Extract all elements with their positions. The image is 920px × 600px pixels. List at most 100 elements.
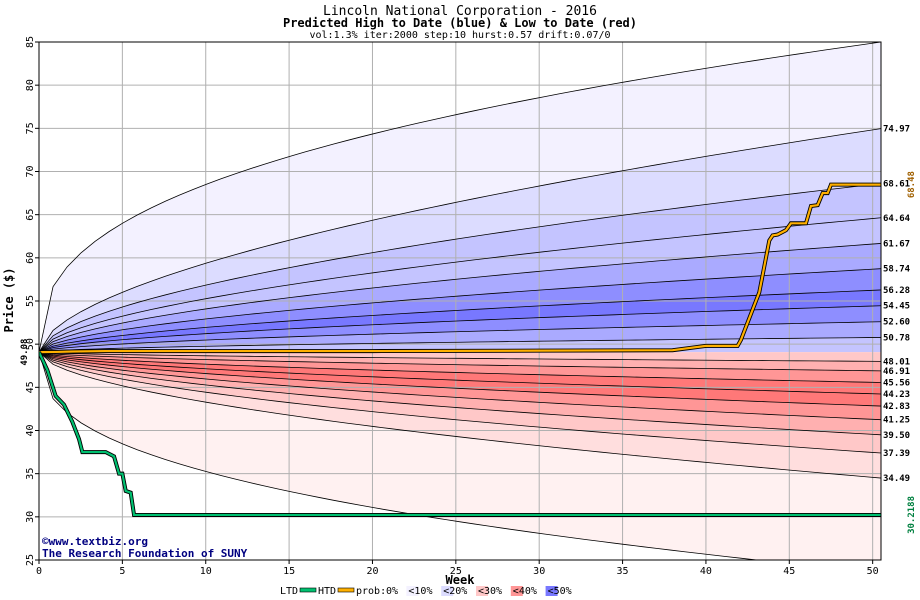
low-band	[39, 352, 881, 479]
x-tick-label: 45	[783, 566, 795, 577]
ltd-value-label: 30.2188	[907, 496, 917, 534]
x-tick-label: 25	[450, 566, 462, 577]
htd-line	[39, 183, 881, 354]
low-band	[39, 352, 881, 362]
low-band	[39, 352, 881, 435]
quantile-line	[39, 351, 881, 383]
high-quantile-label: 52.60	[883, 318, 910, 328]
x-tick-label: 30	[533, 566, 545, 577]
low-quantile-label: 34.49	[883, 474, 910, 484]
ltd-line	[39, 351, 881, 517]
high-band	[39, 243, 881, 353]
high-band	[39, 268, 881, 353]
chart-params: vol:1.3% iter:2000 step:10 hurst:0.57 dr…	[309, 30, 610, 41]
legend-bin-swatch	[441, 586, 454, 596]
low-quantile-label: 45.56	[883, 378, 910, 388]
quantile-line	[39, 321, 881, 353]
legend-bin-label: <10%	[408, 586, 432, 597]
legend-bin-label: <50%	[548, 586, 572, 597]
low-quantile-label: 39.50	[883, 431, 910, 441]
legend-bin-label: <40%	[513, 586, 537, 597]
quantile-line	[39, 305, 881, 353]
y-tick-label: 40	[25, 424, 36, 436]
x-tick-label: 50	[867, 566, 879, 577]
low-quantile-label: 42.83	[883, 402, 910, 412]
y-tick-label: 30	[25, 511, 36, 523]
envelope-line	[39, 351, 761, 560]
quantile-line	[39, 351, 881, 421]
y-tick-label: 70	[25, 165, 36, 177]
y-tick-label: 55	[25, 295, 36, 307]
low-band	[39, 352, 881, 560]
quantile-line	[39, 351, 881, 372]
envelope-line	[39, 42, 881, 353]
quantile-line	[39, 289, 881, 353]
legend-bin-swatch	[510, 586, 523, 596]
legend-ltd-swatch	[299, 587, 317, 593]
x-tick-label: 40	[700, 566, 712, 577]
y-tick-label: 85	[25, 36, 36, 48]
high-band	[39, 289, 881, 353]
x-axis-label: Week	[446, 573, 476, 587]
low-band	[39, 352, 881, 454]
high-band	[39, 305, 881, 353]
low-quantile-label: 41.25	[883, 416, 910, 426]
high-quantile-label: 68.61	[883, 180, 910, 190]
quantile-line	[39, 183, 881, 353]
y-tick-label: 50	[25, 338, 36, 350]
low-band	[39, 352, 881, 394]
low-quantile-label: 37.39	[883, 449, 910, 459]
x-tick-label: 0	[36, 566, 42, 577]
quantile-line	[39, 243, 881, 353]
quantile-line	[39, 351, 881, 407]
legend-bin-label: <20%	[443, 586, 467, 597]
low-band	[39, 352, 881, 420]
high-quantile-label: 56.28	[883, 286, 910, 296]
start-price-label: 49.08	[20, 339, 30, 366]
high-quantile-label: 58.74	[883, 265, 911, 275]
quantile-line	[39, 268, 881, 353]
quantile-line	[39, 128, 881, 353]
chart-subtitle: Predicted High to Date (blue) & Low to D…	[283, 16, 637, 30]
high-quantile-label: 54.45	[883, 302, 910, 312]
legend-htd-label: HTD	[318, 586, 336, 597]
legend-bin-label: <30%	[478, 586, 502, 597]
legend-bin-swatch	[406, 586, 419, 596]
low-band	[39, 352, 881, 383]
high-band	[39, 183, 881, 353]
y-tick-label: 35	[25, 468, 36, 480]
legend: LTD HTD prob: 0% <10% <20% <30% <40% <50%	[280, 586, 572, 597]
credit-org: The Research Foundation of SUNY	[42, 547, 248, 560]
x-tick-label: 20	[366, 566, 378, 577]
y-tick-label: 75	[25, 122, 36, 134]
low-band	[39, 352, 881, 407]
legend-htd-swatch	[337, 587, 355, 593]
legend-bin-label: 0%	[386, 586, 398, 597]
y-tick-label: 25	[25, 554, 36, 566]
x-tick-label: 5	[119, 566, 125, 577]
y-tick-label: 65	[25, 209, 36, 221]
high-quantile-label: 61.67	[883, 239, 910, 249]
high-band	[39, 128, 881, 353]
high-quantile-label: 64.64	[883, 214, 911, 224]
legend-ltd-label: LTD	[280, 586, 298, 597]
quantile-line	[39, 217, 881, 353]
y-tick-label: 45	[25, 381, 36, 393]
high-quantile-label: 50.78	[883, 333, 910, 343]
x-tick-label: 15	[283, 566, 295, 577]
y-axis-label: Price ($)	[2, 267, 16, 332]
quantile-line	[39, 351, 881, 395]
y-tick-label: 80	[25, 79, 36, 91]
quantile-line	[39, 351, 881, 436]
x-tick-label: 10	[200, 566, 212, 577]
high-quantile-label: 74.97	[883, 125, 910, 135]
htd-value-label: 68.48	[907, 171, 917, 198]
y-tick-label: 60	[25, 252, 36, 264]
quantile-line	[39, 351, 881, 454]
low-quantile-label: 46.91	[883, 367, 910, 377]
credit-site: ©www.textbiz.org	[42, 535, 148, 548]
quantile-line	[39, 351, 881, 362]
plot-area: 0 5 10 15 20 25 30 35 40 45 50 25 30 35 40 45 50 55 60 65 70…	[20, 36, 917, 577]
x-tick-label: 35	[617, 566, 629, 577]
